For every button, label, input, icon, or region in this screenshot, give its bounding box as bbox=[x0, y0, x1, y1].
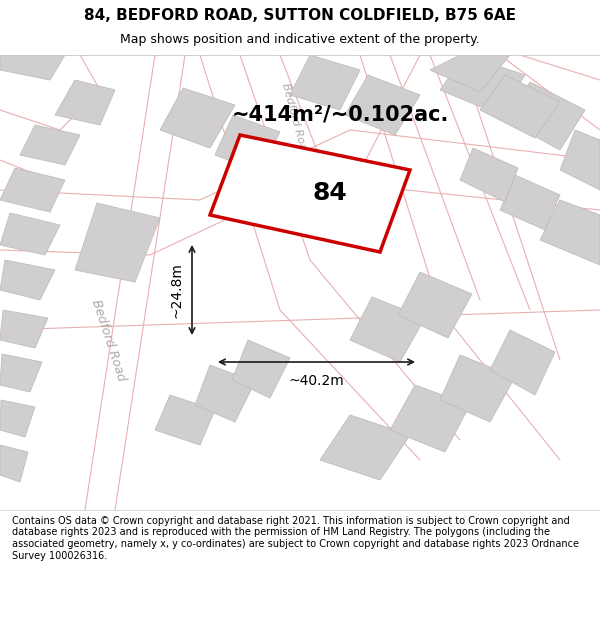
Polygon shape bbox=[540, 200, 600, 265]
Polygon shape bbox=[345, 75, 420, 135]
Polygon shape bbox=[195, 365, 255, 422]
Polygon shape bbox=[210, 135, 410, 252]
Text: ~24.8m: ~24.8m bbox=[170, 262, 184, 318]
Polygon shape bbox=[0, 213, 60, 255]
Polygon shape bbox=[55, 80, 115, 125]
Polygon shape bbox=[155, 395, 215, 445]
Polygon shape bbox=[480, 75, 560, 138]
Polygon shape bbox=[75, 203, 160, 282]
Polygon shape bbox=[290, 155, 360, 215]
Polygon shape bbox=[215, 115, 280, 172]
Text: 84, BEDFORD ROAD, SUTTON COLDFIELD, B75 6AE: 84, BEDFORD ROAD, SUTTON COLDFIELD, B75 … bbox=[84, 8, 516, 23]
Polygon shape bbox=[500, 175, 560, 230]
Polygon shape bbox=[320, 415, 410, 480]
Text: 84: 84 bbox=[313, 181, 347, 205]
Polygon shape bbox=[390, 385, 470, 452]
Polygon shape bbox=[560, 130, 600, 190]
Text: ~40.2m: ~40.2m bbox=[289, 374, 344, 388]
Polygon shape bbox=[20, 125, 80, 165]
Polygon shape bbox=[430, 55, 510, 92]
Polygon shape bbox=[505, 82, 585, 150]
Polygon shape bbox=[0, 260, 55, 300]
Text: ~414m²/~0.102ac.: ~414m²/~0.102ac. bbox=[232, 105, 449, 125]
Polygon shape bbox=[0, 354, 42, 392]
Text: Map shows position and indicative extent of the property.: Map shows position and indicative extent… bbox=[120, 33, 480, 46]
Polygon shape bbox=[0, 400, 35, 437]
Polygon shape bbox=[0, 55, 65, 80]
Text: Contains OS data © Crown copyright and database right 2021. This information is : Contains OS data © Crown copyright and d… bbox=[12, 516, 579, 561]
Polygon shape bbox=[460, 148, 518, 202]
Polygon shape bbox=[350, 297, 425, 362]
Polygon shape bbox=[440, 55, 525, 115]
Text: Bedford Road: Bedford Road bbox=[280, 82, 310, 158]
Polygon shape bbox=[160, 88, 235, 148]
Polygon shape bbox=[0, 168, 65, 212]
Polygon shape bbox=[290, 55, 360, 110]
Polygon shape bbox=[232, 340, 290, 398]
Polygon shape bbox=[440, 355, 515, 422]
Polygon shape bbox=[490, 330, 555, 395]
Polygon shape bbox=[0, 445, 28, 482]
Polygon shape bbox=[398, 272, 472, 338]
Polygon shape bbox=[0, 310, 48, 348]
Text: Bedford Road: Bedford Road bbox=[89, 298, 127, 382]
